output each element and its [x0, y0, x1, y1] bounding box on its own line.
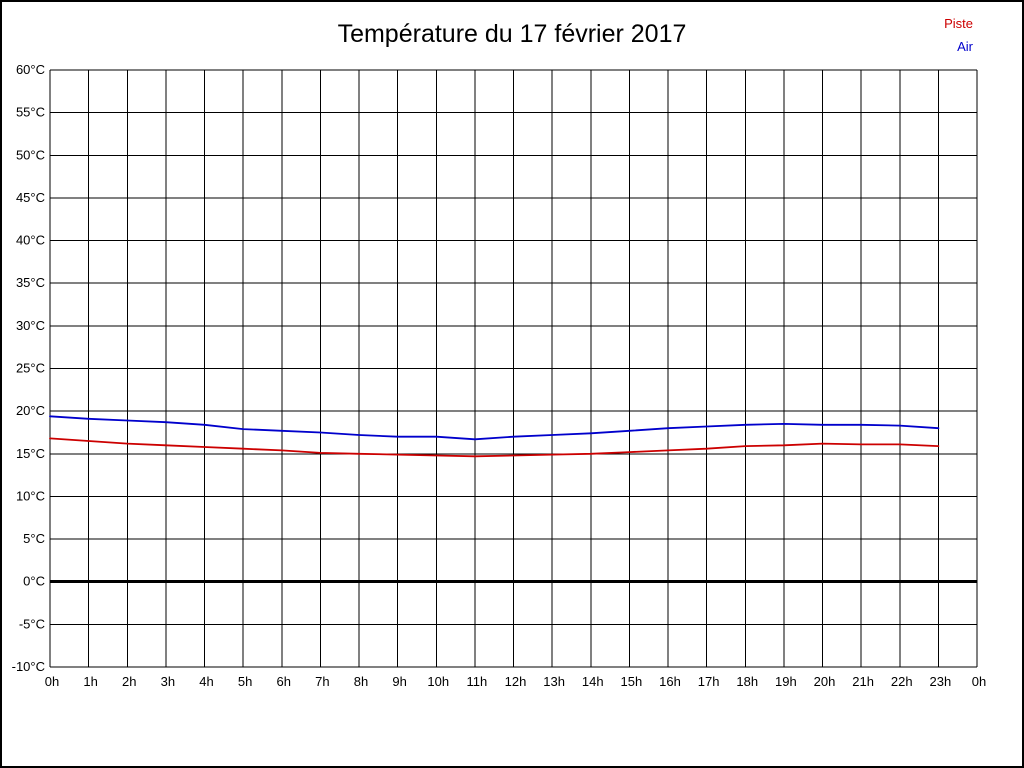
x-axis-tick-label: 9h	[392, 674, 406, 689]
legend-piste-label: Piste	[944, 16, 973, 31]
legend: Piste Air	[944, 12, 973, 58]
y-axis-tick-label: 25°C	[16, 361, 45, 376]
y-axis-tick-label: 15°C	[16, 446, 45, 461]
x-axis-tick-label: 0h	[972, 674, 986, 689]
x-axis-tick-label: 22h	[891, 674, 913, 689]
x-axis-tick-label: 3h	[161, 674, 175, 689]
y-axis-tick-label: 20°C	[16, 403, 45, 418]
y-axis-tick-label: -5°C	[19, 616, 45, 631]
x-axis-tick-label: 17h	[698, 674, 720, 689]
x-axis-tick-label: 20h	[814, 674, 836, 689]
x-axis-tick-label: 12h	[505, 674, 527, 689]
x-axis-tick-label: 19h	[775, 674, 797, 689]
chart-title: Température du 17 février 2017	[337, 20, 687, 48]
x-axis-tick-label: 4h	[199, 674, 213, 689]
x-axis-tick-label: 7h	[315, 674, 329, 689]
series-line-piste	[49, 437, 940, 458]
y-axis-tick-label: 45°C	[16, 190, 45, 205]
legend-air-label: Air	[957, 39, 973, 54]
x-axis-tick-label: 1h	[83, 674, 97, 689]
x-axis-tick-label: 5h	[238, 674, 252, 689]
y-axis-tick-label: 30°C	[16, 318, 45, 333]
x-axis-tick-label: 18h	[736, 674, 758, 689]
x-axis-tick-label: 23h	[930, 674, 952, 689]
y-axis-tick-label: 40°C	[16, 233, 45, 248]
y-axis-tick-label: 35°C	[16, 275, 45, 290]
x-axis-tick-label: 10h	[427, 674, 449, 689]
x-axis-tick-label: 21h	[852, 674, 874, 689]
y-axis-tick-label: 60°C	[16, 62, 45, 77]
y-axis-tick-label: 50°C	[16, 147, 45, 162]
x-axis-tick-label: 16h	[659, 674, 681, 689]
y-axis-tick-label: 10°C	[16, 488, 45, 503]
x-axis-tick-label: 6h	[277, 674, 291, 689]
x-axis-tick-label: 15h	[621, 674, 643, 689]
y-axis-tick-label: -10°C	[12, 659, 45, 674]
y-axis-tick-label: 5°C	[23, 531, 45, 546]
x-axis-tick-label: 0h	[45, 674, 59, 689]
y-axis-tick-label: 55°C	[16, 105, 45, 120]
series-line-air	[49, 415, 940, 441]
x-axis-tick-label: 14h	[582, 674, 604, 689]
x-axis-tick-label: 8h	[354, 674, 368, 689]
y-axis-tick-label: 0°C	[23, 574, 45, 589]
x-axis-tick-label: 11h	[467, 674, 488, 689]
x-axis-tick-label: 13h	[543, 674, 565, 689]
x-axis-tick-label: 2h	[122, 674, 136, 689]
